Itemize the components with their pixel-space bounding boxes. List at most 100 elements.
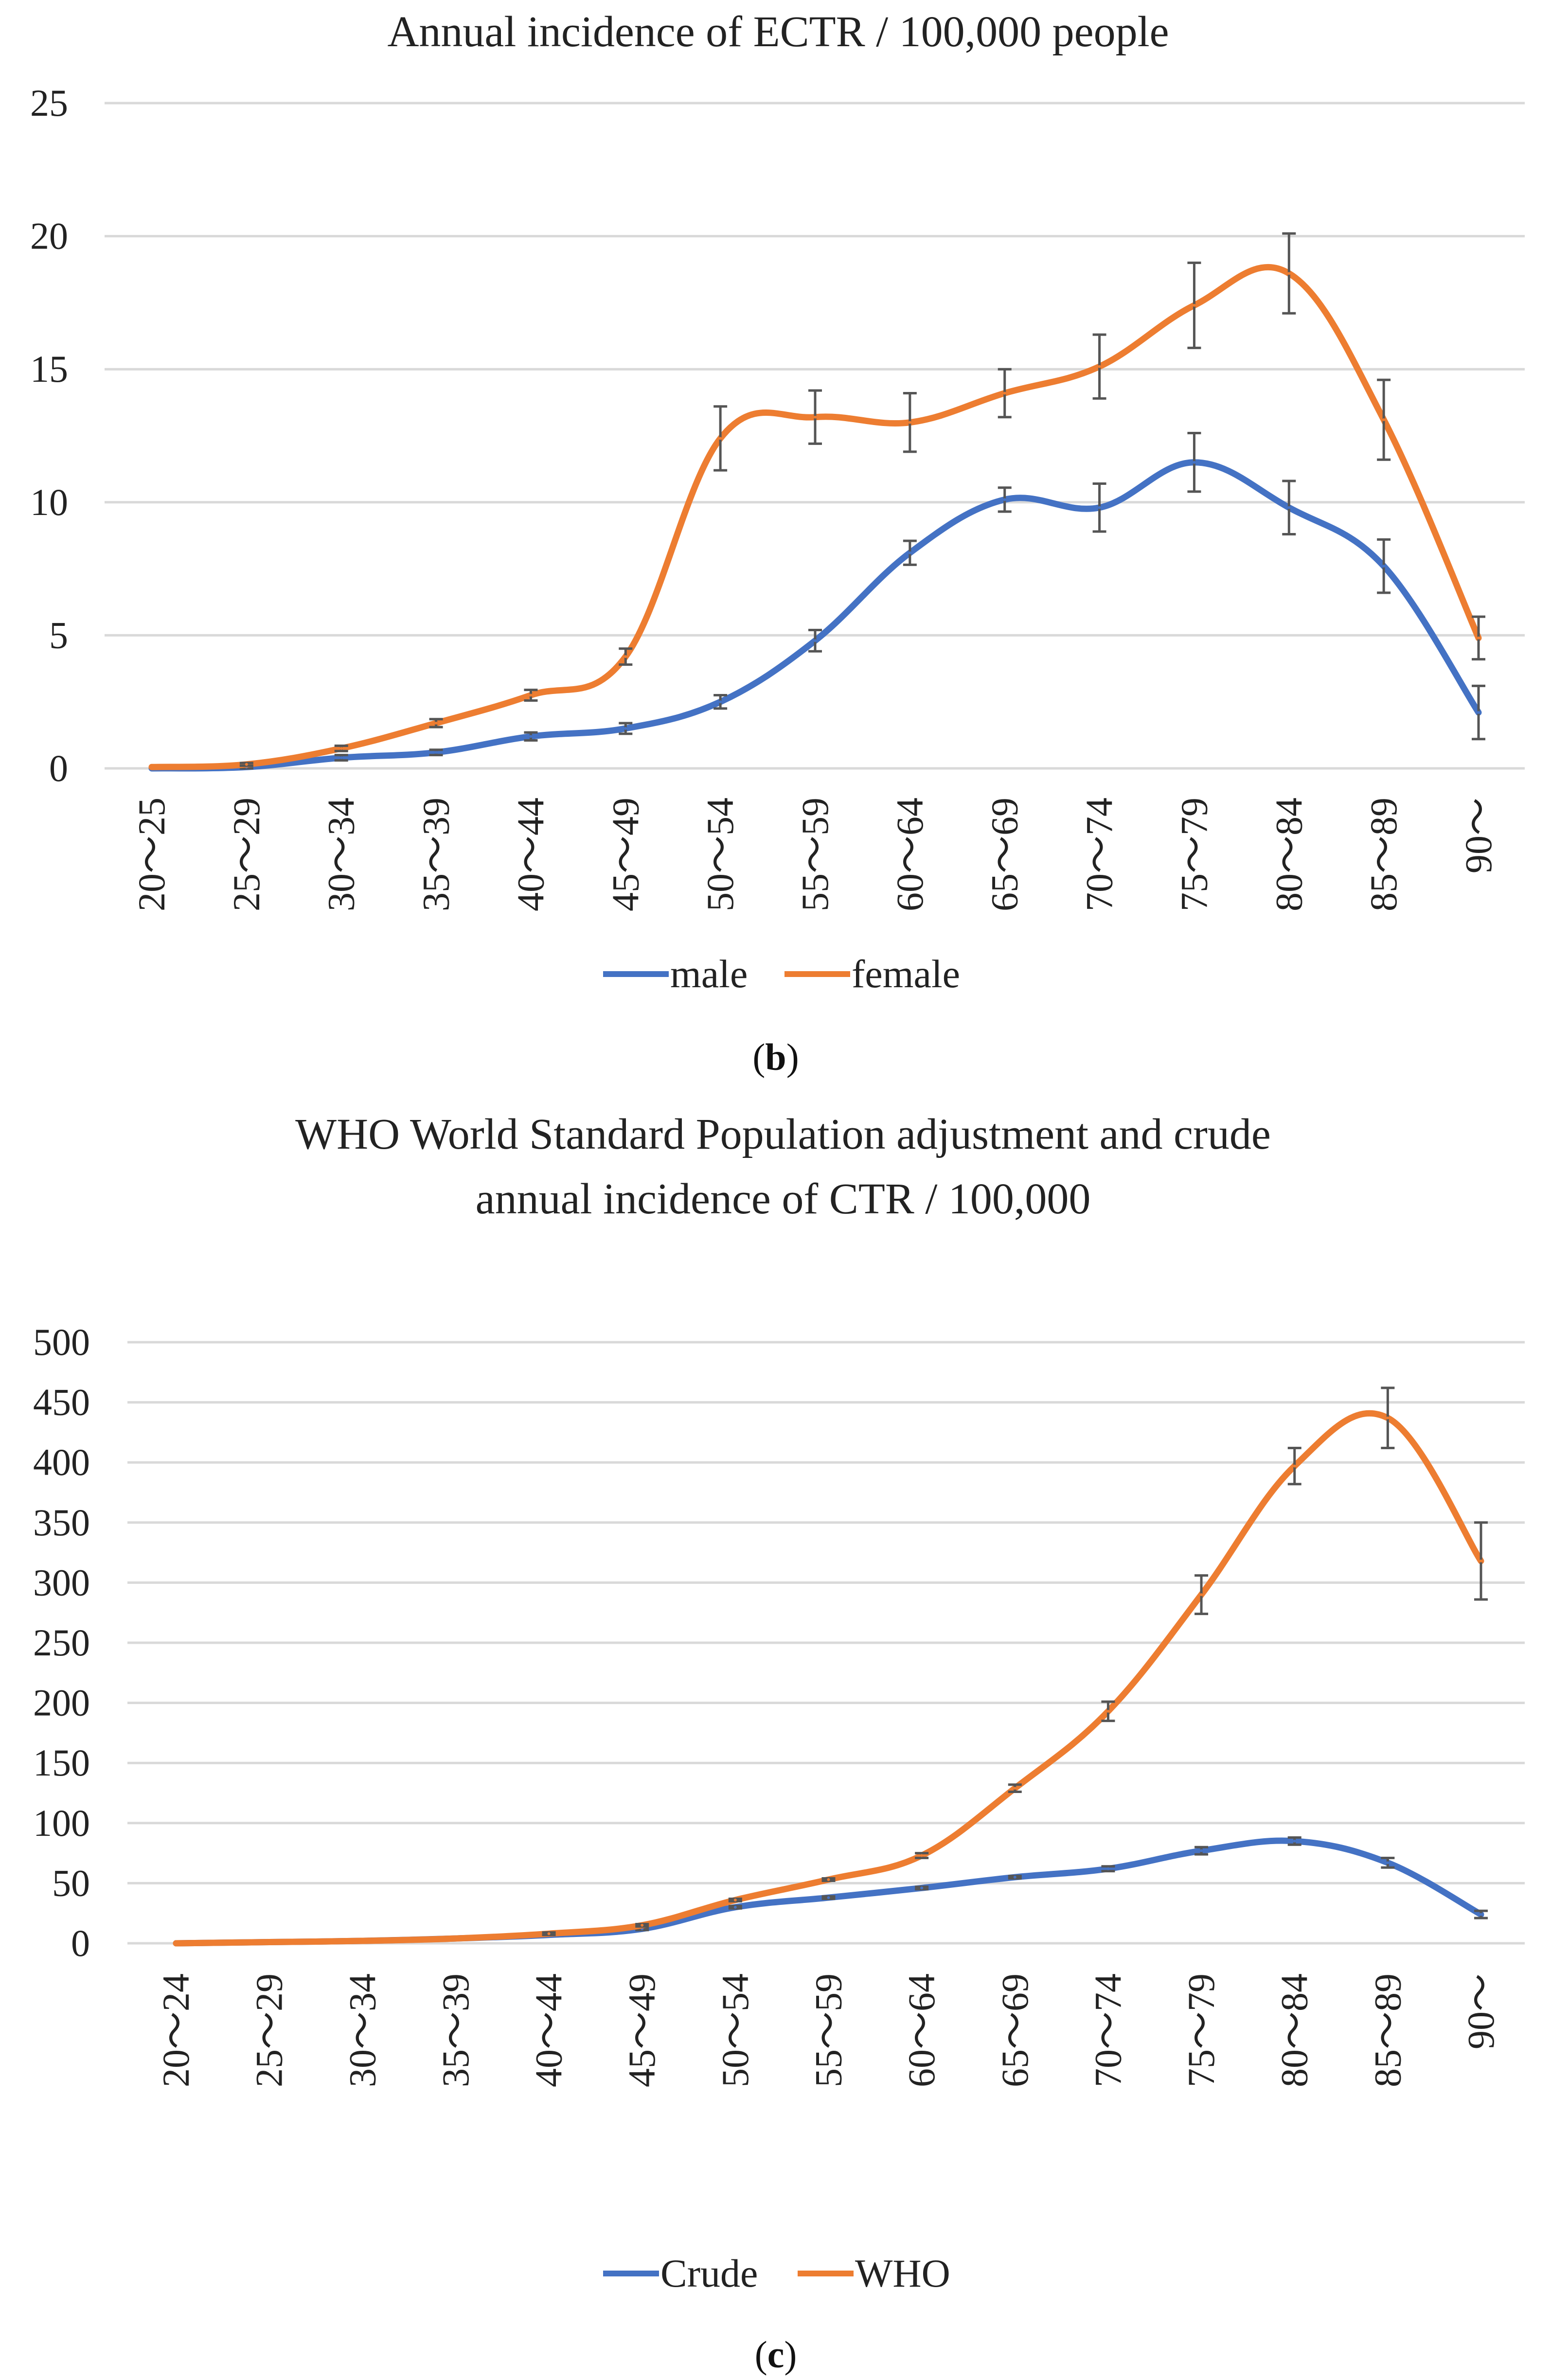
x-tick-label: 30～34 [320, 798, 362, 911]
x-tick-label: 35～39 [415, 798, 457, 911]
x-tick-label: 65～69 [983, 798, 1026, 911]
y-tick-label: 100 [33, 1802, 90, 1844]
chart-b-series [148, 232, 1485, 772]
data-point-who [547, 1932, 551, 1936]
series-male [148, 432, 1485, 772]
x-tick-label: 80～84 [1267, 798, 1310, 911]
y-tick-label: 10 [30, 481, 68, 523]
chart-c: WHO World Standard Population adjustment… [33, 1110, 1525, 2376]
data-point-who [1106, 1709, 1110, 1713]
data-point-crude [1293, 1839, 1296, 1843]
chart-b: Annual incidence of ECTR / 100,000 peopl… [30, 8, 1525, 1078]
data-point-male [1287, 506, 1291, 509]
y-tick-label: 5 [49, 614, 68, 656]
data-point-female [1003, 391, 1006, 395]
series-female [148, 232, 1485, 770]
legend-who-label: WHO [855, 2251, 950, 2295]
x-tick-label: 90～ [1460, 1973, 1502, 2049]
data-point-female [1477, 636, 1480, 639]
chart-c-gridlines [127, 1341, 1525, 1945]
series-who [173, 1386, 1488, 1947]
data-point-who [1200, 1593, 1203, 1597]
data-point-female [1193, 303, 1196, 307]
data-point-female [814, 415, 817, 419]
chart-c-legend: Crude WHO [603, 2251, 950, 2295]
chart-b-x-axis: 20～25 25～29 30～34 35～39 40～44 45～49 50～54 55～59… [130, 798, 1499, 911]
data-point-female [1287, 272, 1291, 275]
legend-female-label: female [852, 952, 960, 996]
data-point-female [150, 765, 153, 769]
chart-c-y-axis: 0 50 100 150 200 250 300 350 400 450 500 [33, 1321, 90, 1964]
data-point-male [719, 700, 722, 704]
series-crude [173, 1836, 1488, 1947]
data-point-who [267, 1940, 271, 1944]
y-tick-label: 25 [30, 82, 68, 124]
x-tick-label: 45～49 [621, 1973, 663, 2087]
data-point-female [908, 421, 911, 424]
data-point-who [1386, 1416, 1390, 1420]
x-tick-label: 75～79 [1173, 798, 1215, 911]
data-point-who [827, 1878, 830, 1881]
data-point-crude [1480, 1913, 1482, 1916]
data-point-male [339, 756, 343, 760]
data-point-crude [1200, 1849, 1203, 1852]
x-tick-label: 65～69 [994, 1973, 1036, 2087]
y-tick-label: 250 [33, 1621, 90, 1664]
data-point-female [434, 721, 438, 725]
data-point-who [175, 1942, 178, 1945]
x-tick-label: 20～24 [155, 1973, 197, 2087]
x-tick-label: 60～64 [900, 1973, 943, 2087]
data-point-who [641, 1923, 644, 1927]
data-point-male [624, 727, 627, 730]
data-point-male [529, 735, 533, 738]
data-point-male [908, 551, 911, 554]
data-point-crude [1106, 1867, 1110, 1870]
data-point-crude [827, 1896, 830, 1900]
x-tick-label: 90～ [1457, 798, 1499, 873]
data-point-crude [1386, 1861, 1390, 1865]
chart-b-legend: male female [603, 952, 960, 996]
x-tick-label: 40～44 [509, 798, 552, 911]
caption-b: (b) [752, 1036, 799, 1078]
data-point-crude [1013, 1876, 1016, 1879]
x-tick-label: 45～49 [604, 798, 646, 911]
x-tick-label: 70～74 [1087, 1973, 1129, 2087]
data-point-who [1480, 1559, 1482, 1563]
data-point-female [1382, 418, 1386, 422]
data-point-female [1098, 365, 1101, 368]
chart-b-y-axis: 0 5 10 15 20 25 [30, 82, 68, 789]
data-point-male [1193, 461, 1196, 464]
y-tick-label: 0 [49, 747, 68, 789]
x-tick-label: 55～59 [794, 798, 836, 911]
data-point-who [1013, 1787, 1016, 1790]
data-point-female [529, 693, 533, 697]
x-tick-label: 20～25 [130, 798, 173, 911]
x-tick-label: 35～39 [434, 1973, 477, 2087]
data-point-who [1293, 1464, 1296, 1468]
data-point-male [1003, 498, 1006, 501]
x-tick-label: 25～29 [225, 798, 267, 911]
y-tick-label: 200 [33, 1682, 90, 1724]
data-point-who [920, 1854, 924, 1857]
data-point-male [814, 639, 817, 642]
y-tick-label: 300 [33, 1561, 90, 1603]
legend-male-label: male [670, 952, 748, 996]
x-tick-label: 75～79 [1180, 1973, 1222, 2087]
data-point-crude [733, 1905, 737, 1909]
legend-crude-label: Crude [660, 2251, 758, 2295]
chart-b-gridlines [105, 102, 1525, 770]
x-tick-label: 40～44 [528, 1973, 570, 2087]
series-line-crude [173, 1837, 1484, 1947]
x-tick-label: 70～74 [1078, 798, 1121, 911]
x-tick-label: 60～64 [889, 798, 931, 911]
y-tick-label: 150 [33, 1741, 90, 1784]
data-point-female [339, 746, 343, 750]
data-point-male [1477, 711, 1480, 714]
chart-c-title-line2: annual incidence of CTR / 100,000 [476, 1175, 1091, 1223]
data-point-female [245, 763, 248, 766]
y-tick-label: 450 [33, 1381, 90, 1423]
y-tick-label: 0 [71, 1922, 90, 1964]
data-point-crude [920, 1886, 924, 1890]
x-tick-label: 80～84 [1273, 1973, 1316, 2087]
